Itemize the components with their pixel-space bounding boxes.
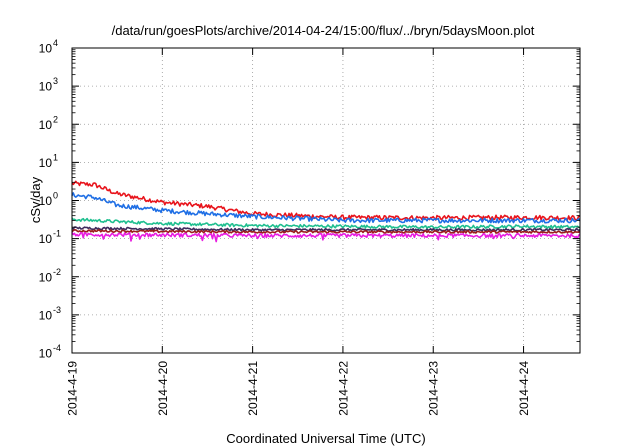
- axis-ticks: [71, 47, 580, 354]
- series-layer: [71, 180, 581, 243]
- y-tick-label: 10: [39, 42, 53, 56]
- y-tick-exponent: -1: [53, 229, 61, 239]
- series-line-1: [71, 180, 581, 221]
- y-tick-label: 10: [39, 347, 53, 361]
- x-tick-label: 2014-4-24: [517, 361, 531, 416]
- x-tick-label: 2014-4-21: [246, 361, 260, 416]
- series-line-3: [71, 217, 581, 230]
- y-tick-label: 10: [39, 80, 53, 94]
- y-tick-label: 10: [39, 308, 53, 322]
- x-tick-label: 2014-4-23: [427, 361, 441, 416]
- x-tick-label: 2014-4-22: [336, 361, 350, 416]
- y-tick-exponent: 4: [53, 38, 58, 48]
- x-tick-label: 2014-4-19: [66, 361, 80, 416]
- x-tick-label: 2014-4-20: [156, 361, 170, 416]
- series-line-2: [71, 192, 581, 224]
- y-tick-label: 10: [39, 232, 53, 246]
- x-axis-title: Coordinated Universal Time (UTC): [226, 431, 425, 446]
- series-line-6: [71, 231, 581, 243]
- y-tick-label: 10: [39, 118, 53, 132]
- y-tick-label: 10: [39, 270, 53, 284]
- y-tick-exponent: -3: [53, 305, 61, 315]
- y-tick-exponent: 1: [53, 152, 58, 162]
- series-line-5: [71, 229, 581, 234]
- y-tick-label: 10: [39, 194, 53, 208]
- y-tick-exponent: 0: [53, 191, 58, 201]
- y-tick-exponent: 2: [53, 114, 58, 124]
- y-tick-exponent: -4: [53, 343, 61, 353]
- y-axis-title: cSv/day: [28, 176, 43, 223]
- y-tick-exponent: 3: [53, 76, 58, 86]
- x-axis-tick-labels: 2014-4-19 2014-4-20 2014-4-21 2014-4-22 2014…: [66, 361, 532, 416]
- chart-title: /data/run/goesPlots/archive/2014-04-24/1…: [112, 23, 535, 38]
- y-tick-label: 10: [39, 156, 53, 170]
- y-tick-exponent: -2: [53, 267, 61, 277]
